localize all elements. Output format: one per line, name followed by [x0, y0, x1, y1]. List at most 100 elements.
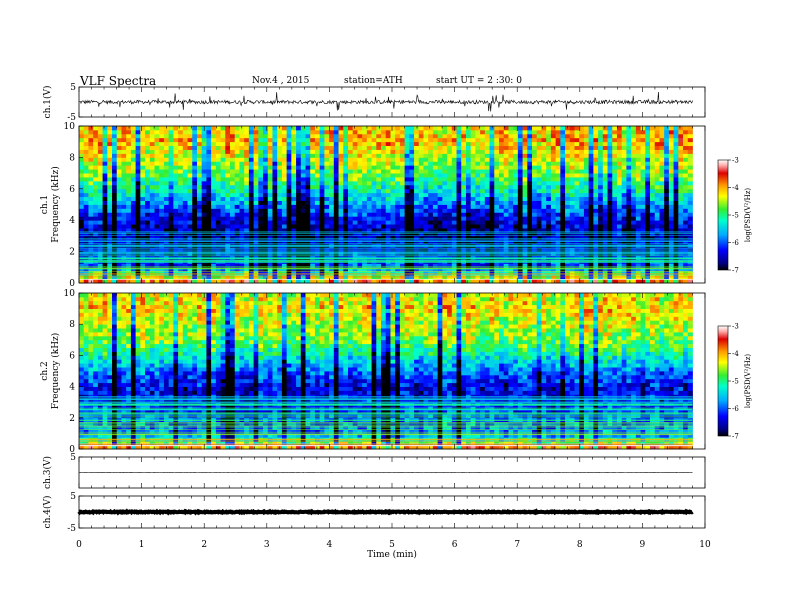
spectrogram-cell: [602, 157, 608, 162]
spectrogram-cell: [362, 275, 368, 280]
spectrogram-cell: [645, 188, 651, 194]
spectrogram-cell: [414, 157, 420, 162]
spectrogram-cell: [88, 133, 94, 139]
spectrogram-cell: [541, 157, 547, 162]
spectrogram-cell: [291, 263, 297, 268]
spectrogram-cell: [362, 153, 368, 158]
spectrogram-cell: [206, 224, 212, 229]
spectrogram-cell: [163, 188, 170, 194]
spectrogram-cell: [404, 279, 410, 284]
spectrogram-cell: [347, 153, 354, 158]
spectrogram-cell: [574, 228, 580, 233]
spectrogram-cell: [97, 224, 103, 229]
spectrogram-cell: [480, 216, 486, 221]
spectrogram-cell: [423, 177, 429, 182]
spectrogram-cell: [310, 149, 316, 154]
spectrogram-cell: [230, 216, 236, 221]
spectrogram-cell: [428, 141, 434, 147]
spectrogram-cell: [404, 220, 410, 225]
spectrogram-cell: [461, 263, 467, 268]
spectrogram-cell: [588, 235, 594, 241]
spectrogram-cell: [532, 220, 538, 225]
spectrogram-cell: [616, 200, 623, 205]
spectrogram-cell: [546, 204, 552, 209]
spectrogram-cell: [475, 212, 481, 217]
spectrogram-cell: [357, 224, 363, 229]
spectrogram-cell: [258, 200, 264, 205]
spectrogram-cell: [121, 279, 127, 284]
spectrogram-cell: [116, 169, 122, 174]
spectrogram-cell: [130, 204, 137, 209]
spectrogram-cell: [527, 228, 533, 233]
spectrogram-cell: [201, 145, 207, 150]
spectrogram-cell: [508, 137, 514, 143]
spectrogram-cell: [93, 169, 99, 174]
spectrogram-cell: [93, 196, 99, 201]
spectrogram-cell: [640, 141, 646, 147]
spectrogram-cell: [281, 216, 288, 221]
spectrogram-cell: [437, 204, 443, 209]
spectrogram-cell: [527, 208, 533, 213]
spectrogram-cell: [414, 177, 420, 182]
spectrogram-cell: [366, 165, 372, 170]
spectrogram-cell: [565, 231, 571, 237]
spectrogram-cell: [239, 184, 245, 190]
spectrogram-cell: [428, 133, 434, 139]
spectrogram-cell: [248, 188, 255, 194]
spectrogram-cell: [347, 137, 354, 143]
spectrogram-cell: [593, 173, 599, 178]
spectrogram-cell: [640, 212, 646, 217]
spectrogram-cell: [527, 184, 533, 190]
spectrogram-cell: [489, 220, 495, 225]
spectrogram-cell: [626, 224, 632, 229]
spectrogram-cell: [503, 177, 509, 182]
spectrogram-cell: [616, 196, 623, 201]
spectrogram-cell: [489, 137, 495, 143]
spectrogram-cell: [635, 149, 641, 154]
spectrogram-cell: [357, 208, 363, 213]
spectrogram-cell: [258, 212, 264, 217]
spectrogram-cell: [206, 129, 212, 135]
spectrogram-cell: [432, 145, 439, 150]
spectrogram-cell: [267, 173, 273, 178]
spectrogram-cell: [447, 177, 453, 182]
spectrogram-cell: [93, 231, 99, 237]
spectrogram-cell: [352, 208, 358, 213]
spectrogram-cell: [140, 224, 146, 229]
spectrogram-cell: [437, 145, 443, 150]
spectrogram-cell: [305, 157, 311, 162]
spectrogram-cell: [635, 224, 641, 229]
spectrogram-cell: [645, 161, 651, 166]
spectrogram-cell: [333, 137, 339, 143]
spectrogram-cell: [546, 188, 552, 194]
spectrogram-cell: [423, 141, 429, 147]
spectrogram-cell: [182, 224, 188, 229]
spectrogram-cell: [527, 129, 533, 135]
spectrogram-cell: [107, 228, 113, 233]
spectrogram-cell: [399, 153, 406, 158]
spectrogram-cell: [352, 220, 358, 225]
spectrogram-cell: [381, 212, 387, 217]
spectrogram-cell: [102, 141, 108, 147]
spectrogram-cell: [612, 169, 618, 174]
spectrogram-cell: [390, 126, 396, 131]
spectrogram-cell: [97, 263, 103, 268]
spectrogram-cell: [480, 137, 486, 143]
spectrogram-cell: [149, 196, 155, 201]
spectrogram-cell: [253, 208, 259, 213]
spectrogram-cell: [437, 224, 443, 229]
spectrogram-cell: [527, 177, 533, 182]
spectrogram-cell: [395, 208, 401, 213]
spectrogram-cell: [598, 149, 604, 154]
spectrogram-cell: [517, 173, 523, 178]
spectrogram-cell: [329, 169, 335, 174]
spectrogram-cell: [130, 188, 137, 194]
spectrogram-cell: [173, 212, 179, 217]
spectrogram-cell: [93, 192, 99, 198]
spectrogram-cell: [149, 263, 155, 268]
spectrogram-cell: [187, 180, 193, 186]
spectrogram-cell: [583, 153, 590, 158]
spectrogram-cell: [442, 153, 448, 158]
spectrogram-cell: [503, 216, 509, 221]
spectrogram-cell: [522, 161, 528, 166]
